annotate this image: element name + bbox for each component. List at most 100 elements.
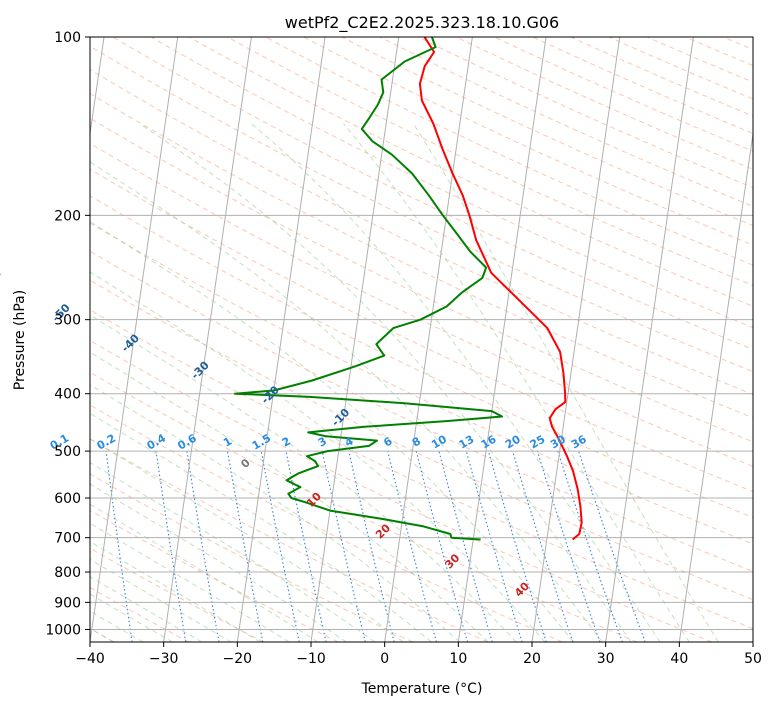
y-tick-label: 700 — [54, 531, 81, 547]
y-tick-label: 500 — [54, 444, 81, 460]
x-tick-label: 0 — [380, 651, 389, 667]
dry-adiabat — [303, 37, 753, 246]
mixing-ratio-label: 2 — [280, 435, 293, 450]
dry-adiabat — [90, 509, 339, 642]
isotherm — [531, 37, 621, 642]
temperature-profile — [418, 37, 583, 541]
mixing-ratio-line — [321, 450, 366, 642]
mixing-ratio-label: 0.4 — [145, 431, 169, 452]
dry-adiabat — [685, 37, 753, 67]
y-tick-label: 400 — [54, 387, 81, 403]
isotherm — [384, 37, 473, 642]
isotherm — [310, 37, 400, 642]
isotherm — [752, 638, 753, 642]
mixing-ratio-line — [578, 450, 646, 642]
x-tick-label: −30 — [149, 651, 179, 667]
mixing-ratio-line — [487, 450, 547, 642]
mixing-ratio-line — [285, 450, 327, 642]
dry-adiabat — [265, 37, 753, 266]
moist-adiabat — [90, 412, 432, 642]
x-tick-label: −10 — [296, 651, 326, 667]
mixing-ratio-label: 10 — [429, 432, 449, 451]
x-tick-label: 20 — [523, 651, 541, 667]
dry-adiabat — [762, 37, 775, 642]
moist-adiabat — [90, 220, 574, 642]
mixing-ratio-label: 8 — [410, 435, 423, 450]
mixing-ratio-line — [415, 450, 469, 642]
dry-adiabat — [723, 37, 753, 50]
isotherm — [236, 37, 326, 642]
mixing-ratio-label: 1 — [221, 435, 234, 450]
dry-adiabat — [90, 309, 753, 630]
isotherm — [457, 37, 547, 642]
moist-adiabat — [412, 123, 719, 642]
chart-title: wetPf2_C2E2.2025.323.18.10.G06 — [285, 13, 559, 33]
y-tick-label: 300 — [54, 313, 81, 329]
moist-adiabat-label: 40 — [512, 579, 532, 599]
mixing-ratio-label: 36 — [569, 432, 589, 451]
y-tick-label: 200 — [54, 208, 81, 224]
dry-adiabat-label: -10 — [329, 406, 352, 429]
dry-adiabat — [90, 547, 264, 642]
dry-adiabat — [341, 37, 753, 227]
dry-adiabat — [90, 195, 753, 519]
dry-adiabat — [646, 37, 753, 83]
mixing-ratio-label: 1.5 — [250, 432, 273, 453]
dry-adiabat — [90, 168, 753, 493]
dry-adiabat — [90, 117, 753, 443]
x-axis-label: Temperature (°C) — [361, 681, 483, 697]
moist-adiabat-label: 20 — [373, 521, 393, 541]
line-labels: 0.10.20.40.611.52346810131620253036-100-… — [0, 267, 589, 600]
mixing-ratio-line — [155, 451, 187, 642]
mixing-ratio-label: 20 — [503, 432, 523, 451]
dry-adiabat — [90, 69, 753, 396]
dry-adiabat — [90, 142, 753, 467]
dry-adiabat — [90, 404, 563, 642]
moist-adiabat — [90, 461, 376, 642]
dry-adiabat — [90, 438, 488, 642]
isotherm — [163, 37, 252, 642]
x-tick-label: 30 — [597, 651, 615, 667]
x-tick-label: 40 — [670, 651, 688, 667]
dry-adiabat — [379, 37, 753, 207]
mixing-ratio-label: 13 — [457, 433, 477, 452]
dry-adiabat — [90, 340, 712, 642]
mixing-ratio-line — [105, 451, 133, 642]
dry-adiabat — [456, 37, 753, 170]
dry-adiabat — [90, 473, 414, 642]
y-tick-label: 800 — [54, 565, 81, 581]
mixing-ratio-label: 6 — [381, 434, 394, 449]
isotherm — [605, 37, 694, 642]
y-tick-label: 600 — [54, 491, 81, 507]
moist-adiabat — [251, 123, 661, 642]
moist-adiabat — [139, 123, 632, 642]
y-tick-label: 900 — [54, 595, 81, 611]
mixing-ratio-line — [186, 451, 220, 642]
dry-adiabat-label: -40 — [119, 331, 142, 354]
mixing-ratio-line — [465, 450, 523, 642]
isotherm — [90, 37, 179, 642]
moist-adiabat — [90, 271, 546, 642]
dry-adiabat — [188, 37, 753, 307]
background-lines — [90, 37, 775, 642]
isotherm — [678, 130, 753, 642]
dry-adiabat — [90, 92, 753, 419]
mixing-ratio-label: 25 — [528, 433, 548, 452]
dry-adiabat-label: -20 — [259, 383, 282, 406]
dry-adiabat — [150, 37, 753, 329]
dry-adiabat-label: -30 — [189, 359, 212, 382]
moist-adiabat — [90, 314, 517, 642]
y-axis-label: Pressure (hPa) — [12, 290, 28, 390]
moist-adiabat — [90, 351, 489, 642]
mixing-ratio-line — [438, 450, 493, 642]
y-tick-label: 100 — [54, 30, 81, 46]
profile-lines — [234, 37, 583, 541]
isotherm — [90, 37, 105, 138]
moist-adiabat-label: 30 — [442, 551, 462, 571]
mixing-ratio-label: 16 — [479, 432, 499, 451]
moist-adiabat — [90, 503, 319, 642]
dry-adiabat — [90, 371, 638, 642]
dry-adiabat-label: -60 — [0, 267, 4, 290]
plot-frame — [89, 36, 754, 643]
